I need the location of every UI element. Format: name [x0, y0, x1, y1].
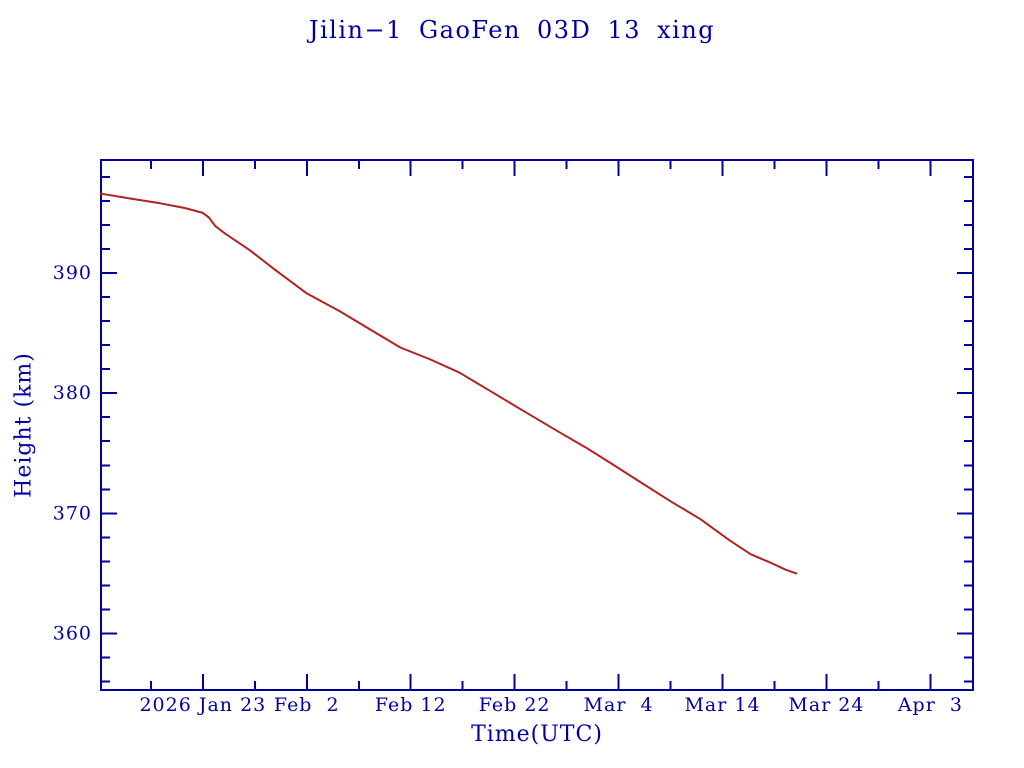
x-tick-label: Mar 4 [584, 694, 654, 716]
x-tick-label: 2026 Jan 23 [139, 694, 266, 716]
y-tick-label: 370 [53, 502, 92, 524]
x-tick-label: Mar 24 [788, 694, 864, 716]
y-tick-label: 390 [53, 262, 92, 284]
plot-frame [100, 159, 974, 691]
chart-title: Jilin−1 GaoFen 03D 13 xing [308, 16, 716, 44]
height-curve [100, 192, 798, 575]
y-tick-label: 380 [53, 382, 92, 404]
x-tick-label: Apr 3 [897, 694, 963, 716]
x-axis-title: Time(UTC) [471, 722, 603, 747]
x-tick-label: Mar 14 [684, 694, 760, 716]
x-tick-label: Feb 2 [274, 694, 340, 716]
x-tick-label: Feb 22 [479, 694, 551, 716]
x-tick-label: Feb 12 [375, 694, 447, 716]
y-tick-label: 360 [53, 623, 92, 645]
